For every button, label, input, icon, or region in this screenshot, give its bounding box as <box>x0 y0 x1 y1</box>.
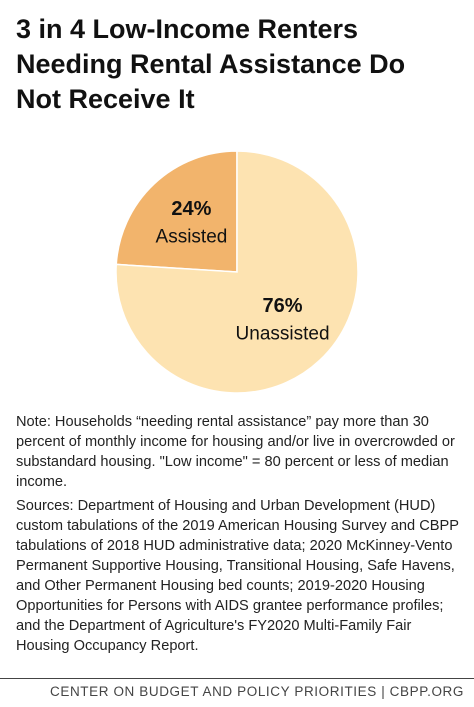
slice-label: Assisted <box>156 227 228 248</box>
value-label: 76% <box>263 295 303 317</box>
pie-slice <box>115 150 359 394</box>
footer: CENTER ON BUDGET AND POLICY PRIORITIES |… <box>50 684 464 699</box>
slice-label: Unassisted <box>236 324 330 345</box>
chart-title: 3 in 4 Low-Income Renters Needing Rental… <box>16 14 406 114</box>
divider <box>0 678 474 679</box>
pie-slice <box>115 150 238 273</box>
sources: Sources: Department of Housing and Urban… <box>16 498 459 654</box>
chart: 24% Assisted 76% Unassisted <box>115 150 359 394</box>
value-label: 24% <box>171 198 211 220</box>
note: Note: Households “needing rental assista… <box>16 414 455 490</box>
